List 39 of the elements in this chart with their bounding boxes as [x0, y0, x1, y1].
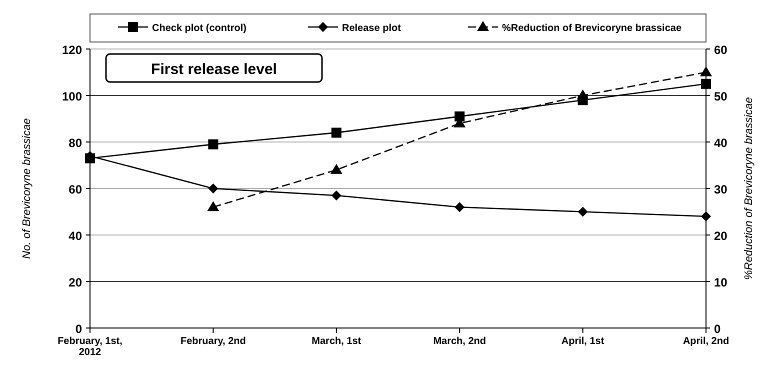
y2-tick-label: 10 [714, 276, 728, 290]
legend-label: %Reduction of Brevicoryne brassicae [502, 23, 682, 34]
point [701, 211, 711, 222]
x-tick-label: February, 2nd [180, 336, 246, 347]
y2-tick-label: 20 [714, 229, 728, 243]
y-tick-label: 60 [68, 182, 82, 196]
y-tick-label: 20 [68, 276, 82, 290]
point [331, 128, 342, 138]
x-tick-label: March, 1st [312, 336, 362, 347]
y-tick-label: 0 [75, 322, 82, 336]
point [208, 184, 218, 194]
point [701, 78, 711, 89]
point [700, 66, 712, 76]
y2-tick-label: 0 [714, 322, 721, 336]
y2-tick-label: 40 [714, 136, 728, 150]
point [578, 206, 588, 217]
y2-tick-label: 60 [714, 43, 728, 57]
y-axis-title: No. of Brevicoryne brassicae [21, 118, 33, 259]
y-tick-label: 100 [62, 90, 82, 104]
x-tick-label: April, 2nd [682, 336, 730, 347]
point [207, 201, 220, 212]
y-tick-label: 40 [68, 229, 82, 243]
y2-axis-title: %Reduction of Brevicoryne brassicae [743, 97, 755, 280]
x-tick-label: March, 2nd [433, 336, 486, 347]
text: First release level [151, 61, 277, 78]
legend-label: Check plot (control) [152, 23, 246, 34]
y-tick-label: 80 [68, 136, 82, 150]
point [454, 202, 465, 212]
x-tick-label: April, 1st [561, 336, 605, 347]
y-tick-label: 120 [62, 43, 82, 57]
point [330, 164, 342, 174]
point [208, 139, 218, 150]
y2-tick-label: 30 [714, 182, 728, 196]
y2-tick-label: 50 [714, 90, 728, 104]
point [576, 90, 589, 100]
point [454, 111, 465, 122]
x-tick-label: February, 1st, 2012 [58, 336, 123, 358]
legend-label: Release plot [342, 23, 402, 34]
point [331, 190, 342, 200]
